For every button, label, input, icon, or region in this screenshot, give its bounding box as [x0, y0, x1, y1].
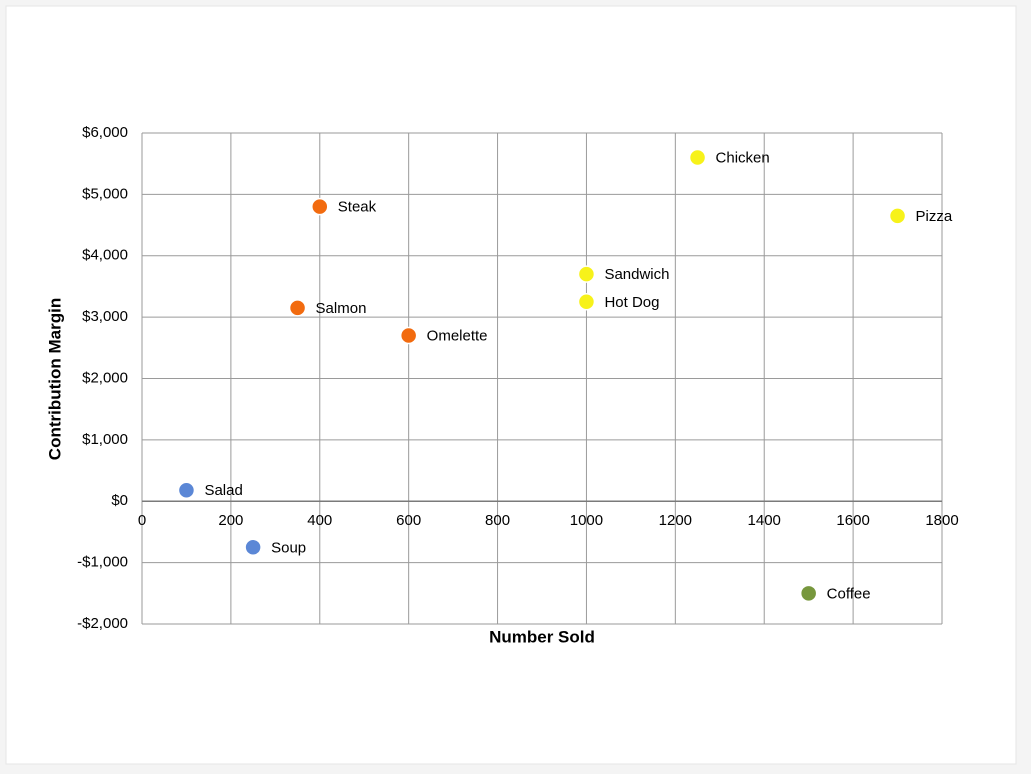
y-tick-label: $3,000	[82, 308, 128, 325]
x-tick-label: 400	[307, 512, 332, 529]
point	[577, 265, 596, 283]
point	[577, 293, 596, 311]
chart-background	[5, 5, 1017, 765]
x-tick-label: 200	[218, 512, 243, 529]
point-label: Steak	[338, 199, 377, 216]
y-tick-label: $4,000	[82, 247, 128, 264]
y-tick-label: $5,000	[82, 185, 128, 202]
point	[288, 299, 307, 317]
point-label: Coffee	[827, 585, 871, 602]
x-tick-label: 1400	[748, 512, 781, 529]
y-tick-label: $0	[111, 492, 128, 509]
point-label: Omelette	[427, 328, 488, 345]
point-label: Hot Dog	[604, 294, 659, 311]
point-label: Salmon	[316, 300, 367, 317]
point-label: Sandwich	[604, 266, 669, 283]
point	[311, 197, 329, 216]
point	[244, 538, 262, 557]
point-label: Chicken	[716, 150, 770, 167]
y-tick-label: $1,000	[82, 431, 128, 448]
point-label: Pizza	[916, 208, 953, 225]
point-label: Salad	[204, 482, 242, 499]
point	[888, 207, 907, 225]
x-tick-label: 1200	[659, 512, 692, 529]
y-tick-label: -$1,000	[77, 554, 128, 571]
point	[688, 148, 707, 167]
y-tick-label: $6,000	[82, 124, 128, 141]
point	[177, 481, 196, 499]
x-tick-label: 1000	[570, 512, 603, 529]
x-tick-label: 800	[485, 512, 510, 529]
point-label: Soup	[271, 539, 306, 556]
x-tick-label: 1600	[836, 512, 869, 529]
x-axis-title: Number Sold	[489, 627, 595, 646]
y-tick-label: -$2,000	[77, 615, 128, 632]
point	[399, 326, 418, 345]
marks: Salad Soup Steak Salmon Omelette Chicken Pizza…	[177, 148, 953, 603]
point	[799, 584, 818, 603]
y-axis-title: Contribution Margin	[45, 298, 64, 460]
y-tick-label: $2,000	[82, 369, 128, 386]
x-tick-label: 1800	[925, 512, 958, 529]
x-tick-label: 0	[138, 512, 146, 529]
x-tick-label: 600	[396, 512, 421, 529]
